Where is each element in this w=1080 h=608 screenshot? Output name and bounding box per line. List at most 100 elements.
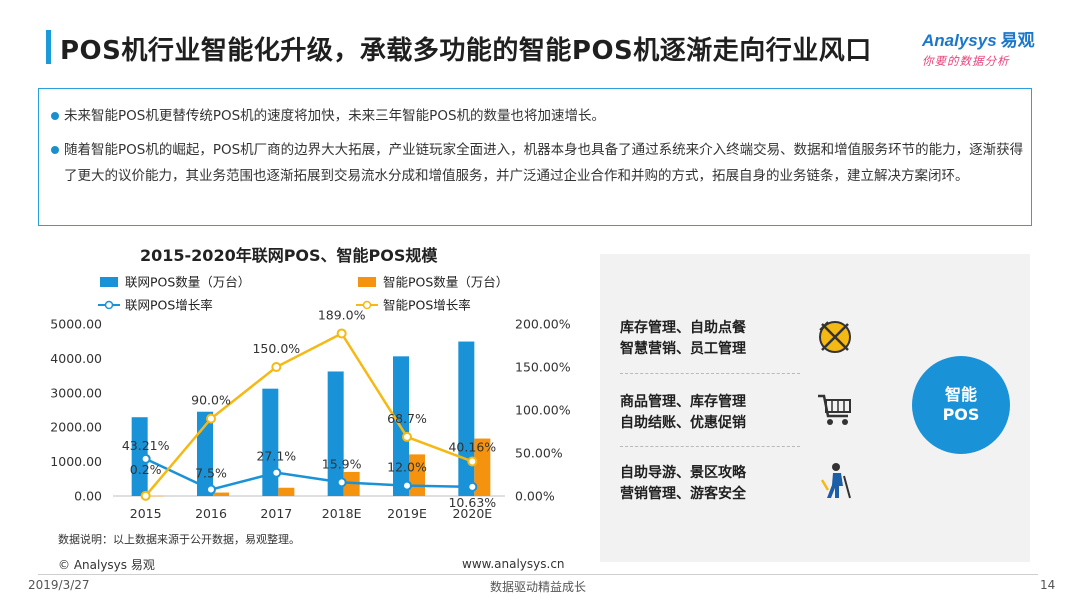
data-label: 0.2% (130, 462, 162, 477)
function-line: 库存管理、自助点餐 (620, 320, 746, 336)
x-tick-label: 2015 (130, 506, 162, 521)
legend-swatch (100, 277, 118, 287)
bar-connected-pos (131, 417, 148, 496)
x-tick-label: 2018E (322, 506, 362, 521)
summary-bullet: 未来智能POS机更替传统POS机的速度将加快，未来三年智能POS机的数量也将加速… (51, 103, 1024, 129)
data-label: 12.0% (387, 460, 427, 475)
logo-slogan: 你要的数据分析 (922, 54, 1010, 68)
bar-smart-pos (278, 487, 295, 496)
page-number: 14 (1040, 578, 1056, 592)
bullet-dot-icon (51, 146, 59, 154)
bar-connected-pos (197, 411, 213, 496)
legend-marker (104, 300, 114, 310)
x-tick-label: 2017 (260, 506, 292, 521)
data-label: 90.0% (191, 393, 231, 408)
data-label: 27.1% (256, 449, 296, 464)
bar-connected-pos (458, 341, 475, 496)
dashed-divider (620, 446, 800, 447)
combo-chart: 联网POS数量（万台） 智能POS数量（万台） 联网POS增长率 智能POS增长率 0.… (50, 275, 571, 522)
line-smart-pos-growth (144, 331, 473, 497)
legend-label: 联网POS增长率 (125, 298, 213, 313)
y-left-tick-label: 3000.00 (50, 385, 102, 400)
line-point (336, 477, 347, 488)
legend-label: 智能POS数量（万台） (383, 275, 508, 290)
summary-bullet: 随着智能POS机的崛起，POS机厂商的边界大大拓展，产业链玩家全面进入，机器本身… (51, 137, 1024, 189)
page-title: POS机行业智能化升级，承载多功能的智能POS机逐渐走向行业风口 (60, 36, 872, 66)
line-point (271, 362, 282, 372)
dining-icon (814, 316, 856, 358)
function-group-tourism: 自助导游、景区攻略 营销管理、游客安全 (620, 463, 746, 505)
data-label: 68.7% (387, 411, 427, 426)
logo-brand-cn: 易观 (1000, 31, 1035, 51)
y-right-tick-label: 200.00% (515, 317, 571, 332)
y-left-tick-label: 2000.00 (50, 420, 102, 435)
x-tick-label: 2016 (195, 506, 227, 521)
line-point (467, 456, 478, 467)
legend-label: 联网POS数量（万台） (125, 275, 250, 290)
line-point (336, 328, 347, 339)
legend-marker (362, 300, 372, 310)
data-label: 43.21% (122, 438, 170, 453)
function-line: 智慧营销、员工管理 (620, 341, 746, 357)
legend-label: 智能POS增长率 (383, 298, 471, 313)
data-label: 10.63% (448, 495, 496, 510)
y-right-tick-label: 100.00% (515, 403, 571, 418)
x-tick-label: 2019E (387, 506, 427, 521)
smart-pos-functions-panel: 库存管理、自助点餐 智慧营销、员工管理 商品管理、库存管理 自助结账、优惠促销 … (600, 254, 1030, 562)
y-left-tick-label: 4000.00 (50, 351, 102, 366)
footer-slogan: 数据驱动精益成长 (490, 580, 587, 594)
center-label-line2: POS (942, 405, 980, 424)
shopping-cart-icon (814, 388, 856, 430)
line-point (467, 481, 478, 492)
y-right-tick-label: 0.00% (515, 489, 555, 504)
y-left-tick-label: 1000.00 (50, 454, 102, 469)
x-tick-label: 2020E (452, 506, 492, 521)
summary-box: 未来智能POS机更替传统POS机的速度将加快，未来三年智能POS机的数量也将加速… (38, 88, 1032, 226)
smart-pos-center-circle: 智能 POS (912, 356, 1010, 454)
bar-connected-pos (262, 388, 279, 496)
line-point (140, 490, 151, 501)
line-point (271, 467, 282, 478)
bullet-dot-icon (51, 112, 59, 120)
function-group-catering: 库存管理、自助点餐 智慧营销、员工管理 (620, 318, 746, 360)
function-group-retail: 商品管理、库存管理 自助结账、优惠促销 (620, 392, 746, 434)
y-left-tick-label: 0.00 (74, 489, 102, 504)
data-label: 40.16% (448, 439, 496, 454)
analysys-logo: Analysys 易观 你要的数据分析 (922, 26, 1062, 72)
footer-divider (38, 574, 1038, 575)
data-source-note: 数据说明：以上数据来源于公开数据，易观整理。 (58, 533, 300, 546)
line-point (206, 484, 216, 495)
data-label: 150.0% (252, 341, 300, 356)
line-point (206, 413, 216, 424)
website-link[interactable]: www.analysys.cn (462, 557, 565, 571)
function-line: 商品管理、库存管理 (620, 394, 746, 410)
bar-connected-pos (327, 371, 344, 496)
line-point (402, 480, 412, 491)
title-accent-bar (46, 30, 51, 64)
y-right-tick-label: 50.00% (515, 446, 563, 461)
function-line: 营销管理、游客安全 (620, 486, 746, 502)
function-line: 自助导游、景区攻略 (620, 465, 746, 481)
bar-smart-pos (213, 492, 229, 496)
data-label: 15.9% (322, 456, 362, 471)
dashed-divider (620, 373, 800, 374)
footer-date: 2019/3/27 (28, 578, 90, 592)
summary-bullet-text: 未来智能POS机更替传统POS机的速度将加快，未来三年智能POS机的数量也将加速… (64, 108, 606, 124)
chart-title: 2015-2020年联网POS、智能POS规模 (140, 246, 438, 265)
data-label: 189.0% (318, 307, 366, 322)
summary-bullet-text: 随着智能POS机的崛起，POS机厂商的边界大大拓展，产业链玩家全面进入，机器本身… (64, 142, 1024, 184)
line-connected-pos-growth (145, 457, 473, 491)
data-label: 7.5% (195, 466, 227, 481)
y-right-tick-label: 150.00% (515, 360, 571, 375)
center-label-line1: 智能 (944, 385, 977, 404)
copyright: © Analysys 易观 (58, 558, 155, 572)
line-point (140, 453, 151, 464)
tourist-icon (814, 460, 856, 502)
legend-swatch (358, 277, 376, 287)
y-left-tick-label: 5000.00 (50, 317, 102, 332)
function-line: 自助结账、优惠促销 (620, 415, 746, 431)
line-point (402, 431, 412, 442)
logo-brand: Analysys (922, 31, 997, 50)
bar-smart-pos (474, 438, 491, 496)
bar-smart-pos (147, 495, 164, 497)
